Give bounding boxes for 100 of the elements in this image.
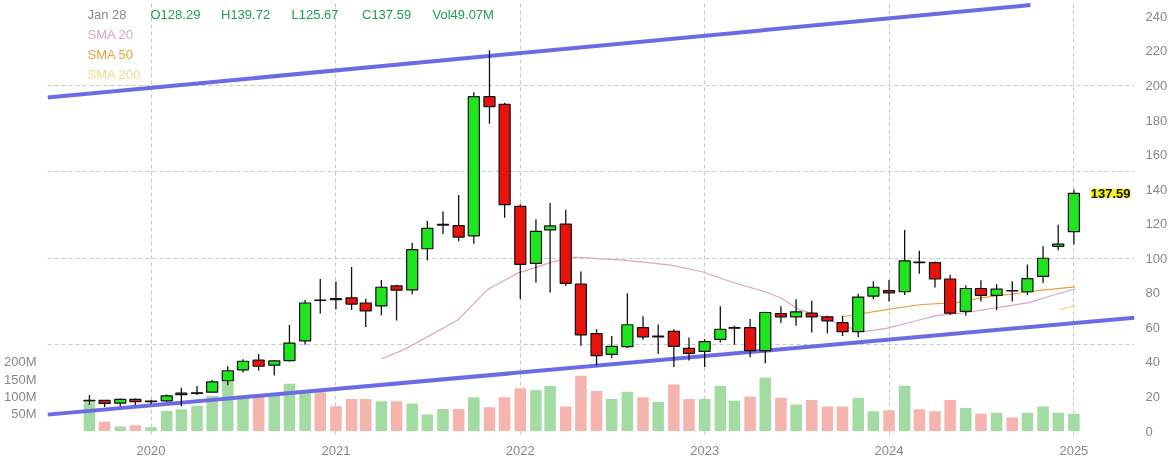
bar <box>744 396 756 432</box>
bar <box>406 403 418 432</box>
x-tick-label: 2024 <box>874 442 904 457</box>
bar <box>299 390 311 432</box>
candlestick <box>652 323 665 355</box>
candlestick <box>682 336 696 362</box>
candlestick <box>421 220 434 261</box>
y2-tick-label: 50M <box>11 406 37 422</box>
bar <box>129 425 142 432</box>
candlestick <box>636 315 650 341</box>
candlestick <box>1036 245 1050 284</box>
bar <box>483 407 496 432</box>
bar <box>514 388 527 432</box>
bar <box>821 406 834 432</box>
bar <box>683 398 695 432</box>
x-tick-label: 2021 <box>321 442 351 457</box>
candlestick <box>605 335 618 359</box>
annotation: Vol49.07M <box>432 6 494 22</box>
candlestick <box>345 266 358 311</box>
bar <box>345 398 358 432</box>
candlestick <box>359 298 372 328</box>
bar <box>759 377 772 432</box>
candlestick <box>483 49 496 125</box>
bar <box>468 397 480 432</box>
bar <box>652 402 664 432</box>
bar <box>852 397 864 432</box>
bar <box>390 401 403 432</box>
candlestick <box>959 284 972 317</box>
line-series <box>842 286 1076 318</box>
bar <box>1021 412 1034 432</box>
bar <box>637 397 649 432</box>
bar <box>975 413 987 432</box>
y-tick-label: 120 <box>1145 216 1168 232</box>
bar <box>590 390 603 432</box>
candlestick <box>714 305 727 344</box>
x-tick-label: 2020 <box>136 442 166 457</box>
candlestick <box>390 284 403 322</box>
y2-tick-label: 100M <box>3 388 37 404</box>
annotation: L125.67 <box>291 6 339 22</box>
bar <box>191 405 203 432</box>
text: SMA 200 <box>87 66 141 82</box>
text: SMA 20 <box>87 26 134 42</box>
bar <box>575 375 587 432</box>
bar <box>790 404 802 432</box>
y-tick-label: 180 <box>1145 112 1168 128</box>
bar <box>1037 406 1049 432</box>
bar <box>668 384 680 432</box>
y2-tick-label: 150M <box>3 371 37 387</box>
y-tick-label: 240 <box>1145 8 1168 24</box>
bar <box>421 414 434 432</box>
annotation: H139.72 <box>221 6 271 22</box>
bar <box>359 398 372 432</box>
candlestick <box>789 298 803 327</box>
bar <box>375 401 388 432</box>
x-tick-label: 2025 <box>1059 442 1089 457</box>
line-series <box>380 256 1076 360</box>
text: SMA 50 <box>87 46 134 62</box>
bar <box>898 385 911 432</box>
candlestick <box>974 279 988 303</box>
candlestick <box>621 292 634 349</box>
candlestick <box>1006 280 1019 303</box>
bar <box>314 392 327 432</box>
bar <box>714 386 727 432</box>
candlestick <box>990 283 1003 311</box>
x-tick-label: 2022 <box>505 442 535 457</box>
y-tick-label: 220 <box>1145 43 1168 59</box>
bar <box>805 399 818 432</box>
bar <box>929 411 941 432</box>
candlestick <box>728 324 741 346</box>
bar <box>330 406 342 432</box>
y-tick-label: 80 <box>1145 285 1160 301</box>
y-tick-label: 100 <box>1145 250 1168 266</box>
y-tick-label: 40 <box>1145 354 1160 370</box>
bar <box>145 427 157 432</box>
bar <box>530 389 542 432</box>
bar <box>452 408 465 432</box>
y-tick-label: 140 <box>1145 181 1168 197</box>
annotation: Jan 28 <box>87 6 127 22</box>
candlestick <box>190 385 204 396</box>
candlestick <box>1021 263 1034 296</box>
annotation: 137.59 <box>1090 185 1131 201</box>
bar <box>867 411 880 432</box>
bar <box>775 397 787 432</box>
y-tick-label: 160 <box>1145 147 1168 163</box>
bar <box>544 386 556 432</box>
bar <box>1068 413 1080 432</box>
candlestick <box>329 280 343 311</box>
bar <box>698 398 711 432</box>
bar <box>883 410 895 432</box>
y-tick-label: 20 <box>1145 388 1160 404</box>
annotation: C137.59 <box>362 6 412 22</box>
candlestick <box>375 279 388 316</box>
bar <box>559 406 572 432</box>
bar <box>836 406 849 432</box>
candlestick <box>1052 224 1065 251</box>
x-tick-label: 2023 <box>690 442 720 457</box>
bar <box>913 409 926 432</box>
candlestick <box>698 338 711 368</box>
candlestick <box>867 280 880 301</box>
bar <box>990 412 1003 432</box>
